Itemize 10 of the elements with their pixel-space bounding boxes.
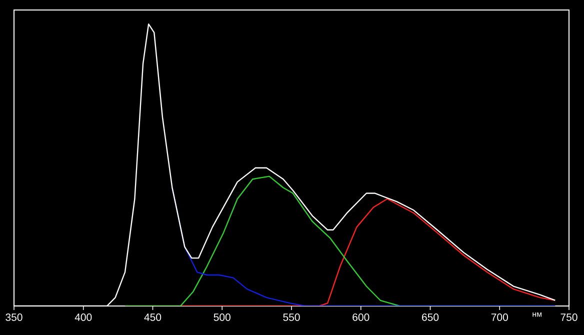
x-tick-label: 750 — [560, 314, 578, 321]
x-tick-label: 500 — [214, 314, 230, 321]
x-axis-title: нм — [532, 312, 542, 317]
x-tick-label: 450 — [144, 314, 162, 321]
x-tick-label: 350 — [6, 314, 22, 321]
x-tick-label: 550 — [283, 314, 300, 321]
x-tick-label: 700 — [491, 314, 508, 321]
x-tick-label: 650 — [422, 314, 439, 321]
x-tick-label: 400 — [74, 314, 92, 321]
x-tick-label: 600 — [352, 314, 370, 321]
